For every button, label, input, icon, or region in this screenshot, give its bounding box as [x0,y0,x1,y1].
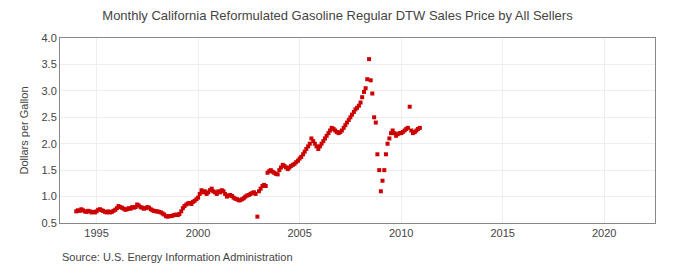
svg-text:1.5: 1.5 [42,164,57,176]
svg-text:2.5: 2.5 [42,111,57,123]
svg-text:2010: 2010 [389,227,413,239]
svg-text:1.0: 1.0 [42,190,57,202]
svg-text:2020: 2020 [592,227,616,239]
svg-text:4.0: 4.0 [42,32,57,44]
svg-text:Dollars per Gallon: Dollars per Gallon [18,86,30,174]
svg-text:Monthly California Reformulate: Monthly California Reformulated Gasoline… [102,8,573,23]
svg-text:Source: U.S. Energy Informatio: Source: U.S. Energy Information Administ… [62,251,293,263]
svg-text:3.0: 3.0 [42,85,57,97]
svg-text:3.5: 3.5 [42,58,57,70]
svg-text:2005: 2005 [287,227,311,239]
svg-text:1995: 1995 [84,227,108,239]
svg-text:2000: 2000 [186,227,210,239]
svg-text:2015: 2015 [490,227,514,239]
svg-text:0.5: 0.5 [42,217,57,229]
svg-text:2.0: 2.0 [42,138,57,150]
